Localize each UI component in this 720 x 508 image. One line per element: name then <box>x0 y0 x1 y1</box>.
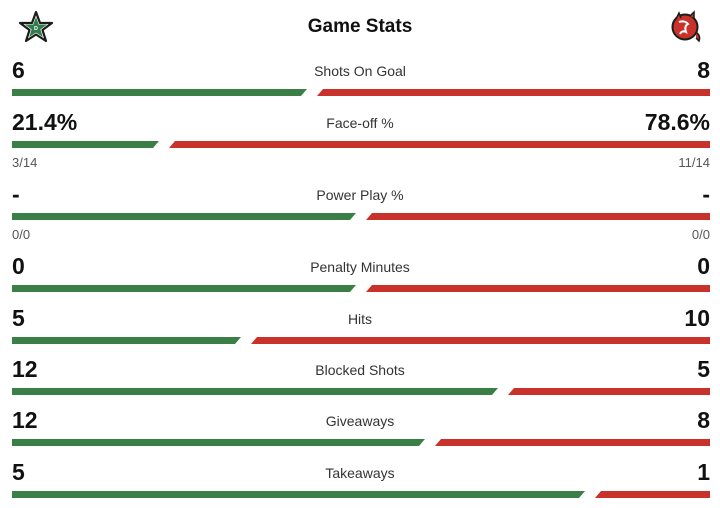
home-value: 0 <box>12 253 25 279</box>
home-value: 12 <box>12 407 38 433</box>
stat-row-face-off-pct: 21.4% Face-off % 78.6% 3/14 11/14 <box>0 109 720 170</box>
home-bar <box>12 285 356 292</box>
stat-row-power-play-pct: - Power Play % - 0/0 0/0 <box>0 181 720 242</box>
svg-text:D: D <box>34 26 38 32</box>
home-bar <box>12 439 425 446</box>
away-sub-value: 0/0 <box>691 227 710 242</box>
home-value: 6 <box>12 57 25 83</box>
stat-row-shots-on-goal: 6 Shots On Goal 8 <box>0 57 720 99</box>
stat-label: Face-off % <box>326 115 394 131</box>
stat-row-takeaways: 5 Takeaways 1 <box>0 459 720 501</box>
away-bar <box>169 141 710 148</box>
stat-label: Shots On Goal <box>314 63 406 79</box>
home-bar <box>12 141 159 148</box>
stat-label: Giveaways <box>325 413 395 429</box>
home-value: 5 <box>12 305 25 331</box>
page-title: Game Stats <box>307 16 413 37</box>
stat-label: Power Play % <box>316 187 404 203</box>
away-value: - <box>702 181 710 207</box>
away-bar <box>366 285 710 292</box>
away-bar <box>251 337 710 344</box>
home-bar <box>12 491 585 498</box>
away-value: 8 <box>697 57 710 83</box>
dallas-stars-logo-icon: D <box>18 10 54 44</box>
away-value: 5 <box>697 356 710 382</box>
home-sub-value: 3/14 <box>12 155 38 170</box>
away-bar <box>595 491 710 498</box>
away-bar <box>435 439 710 446</box>
stat-row-hits: 5 Hits 10 <box>0 305 720 347</box>
stat-label: Penalty Minutes <box>310 259 410 275</box>
away-value: 10 <box>684 305 710 331</box>
home-sub-value: 0/0 <box>12 227 31 242</box>
home-bar <box>12 89 307 96</box>
stat-label: Hits <box>347 311 373 327</box>
stat-label: Takeaways <box>325 465 395 481</box>
away-value: 8 <box>697 407 710 433</box>
home-value: 12 <box>12 356 38 382</box>
home-value: 5 <box>12 459 25 485</box>
home-value: - <box>12 181 20 207</box>
home-bar <box>12 337 241 344</box>
away-bar <box>366 213 710 220</box>
away-bar <box>317 89 710 96</box>
stat-row-giveaways: 12 Giveaways 8 <box>0 407 720 449</box>
away-value: 78.6% <box>644 109 710 135</box>
home-bar <box>12 388 498 395</box>
new-jersey-devils-logo-icon <box>668 10 704 44</box>
stat-row-penalty-minutes: 0 Penalty Minutes 0 <box>0 253 720 295</box>
home-value: 21.4% <box>12 109 78 135</box>
stat-label: Blocked Shots <box>315 362 405 378</box>
stats-header: D Game Stats <box>0 0 720 56</box>
away-sub-value: 11/14 <box>678 155 710 170</box>
home-bar <box>12 213 356 220</box>
away-value: 0 <box>697 253 710 279</box>
away-bar <box>508 388 710 395</box>
away-value: 1 <box>697 459 710 485</box>
stat-row-blocked-shots: 12 Blocked Shots 5 <box>0 356 720 398</box>
